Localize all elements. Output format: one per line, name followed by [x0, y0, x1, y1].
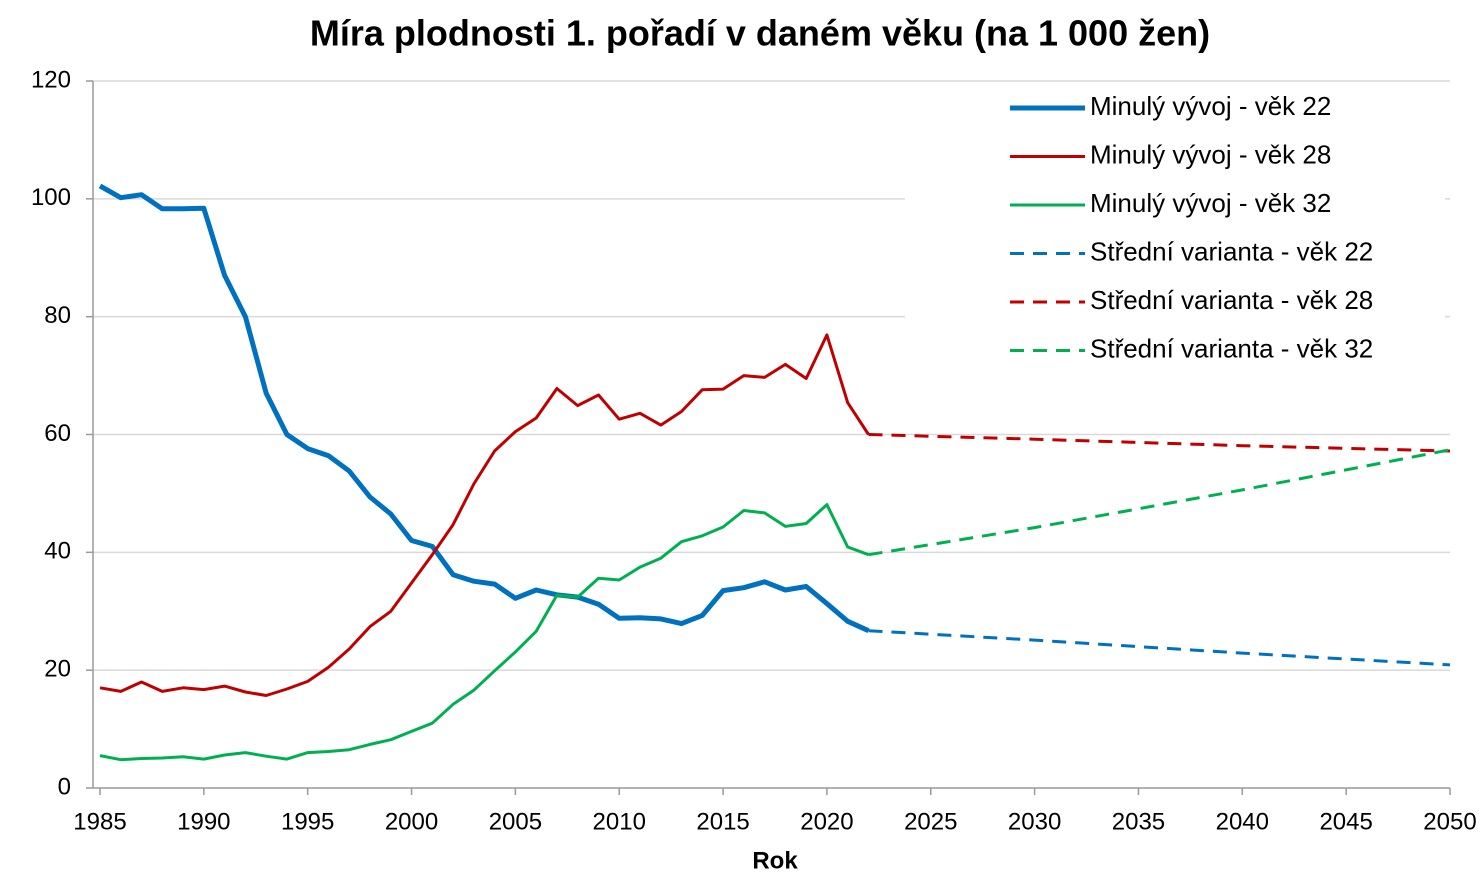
- x-tick-label: 2020: [800, 808, 853, 835]
- y-tick-label: 60: [44, 420, 71, 447]
- series-line: [868, 629, 1451, 667]
- series-line: [868, 448, 1451, 557]
- x-tick-label: 2005: [489, 808, 542, 835]
- legend-label: Minulý vývoj - věk 22: [1090, 91, 1331, 121]
- x-tick-label: 2025: [904, 808, 957, 835]
- x-tick-label: 2040: [1216, 808, 1269, 835]
- legend-label: Minulý vývoj - věk 32: [1090, 188, 1331, 218]
- x-tick-label: 2030: [1008, 808, 1061, 835]
- series-line: [868, 433, 1451, 453]
- x-tick-label: 2050: [1423, 808, 1476, 835]
- x-tick-label: 2010: [593, 808, 646, 835]
- x-tick-label: 2035: [1112, 808, 1165, 835]
- series-line: [98, 183, 870, 633]
- series-line: [99, 333, 870, 697]
- chart-title: Míra plodnosti 1. pořadí v daném věku (n…: [310, 13, 1210, 54]
- x-tick-label: 2045: [1319, 808, 1372, 835]
- x-tick-label: 1990: [177, 808, 230, 835]
- legend-label: Minulý vývoj - věk 28: [1090, 139, 1331, 169]
- legend-label: Střední varianta - věk 22: [1090, 236, 1373, 266]
- y-tick-label: 0: [58, 773, 71, 800]
- legend-label: Střední varianta - věk 28: [1090, 285, 1373, 315]
- legend-label: Střední varianta - věk 32: [1090, 333, 1373, 363]
- x-tick-label: 1985: [73, 808, 126, 835]
- y-tick-label: 40: [44, 538, 71, 565]
- legend-box: [905, 88, 1445, 378]
- y-tick-label: 80: [44, 302, 71, 329]
- x-tick-label: 2000: [385, 808, 438, 835]
- x-tick-label: 2015: [696, 808, 749, 835]
- x-axis-label: Rok: [752, 847, 798, 874]
- y-tick-label: 100: [31, 184, 71, 211]
- x-tick-label: 1995: [281, 808, 334, 835]
- series-line: [99, 503, 870, 762]
- y-tick-label: 120: [31, 66, 71, 93]
- y-tick-label: 20: [44, 656, 71, 683]
